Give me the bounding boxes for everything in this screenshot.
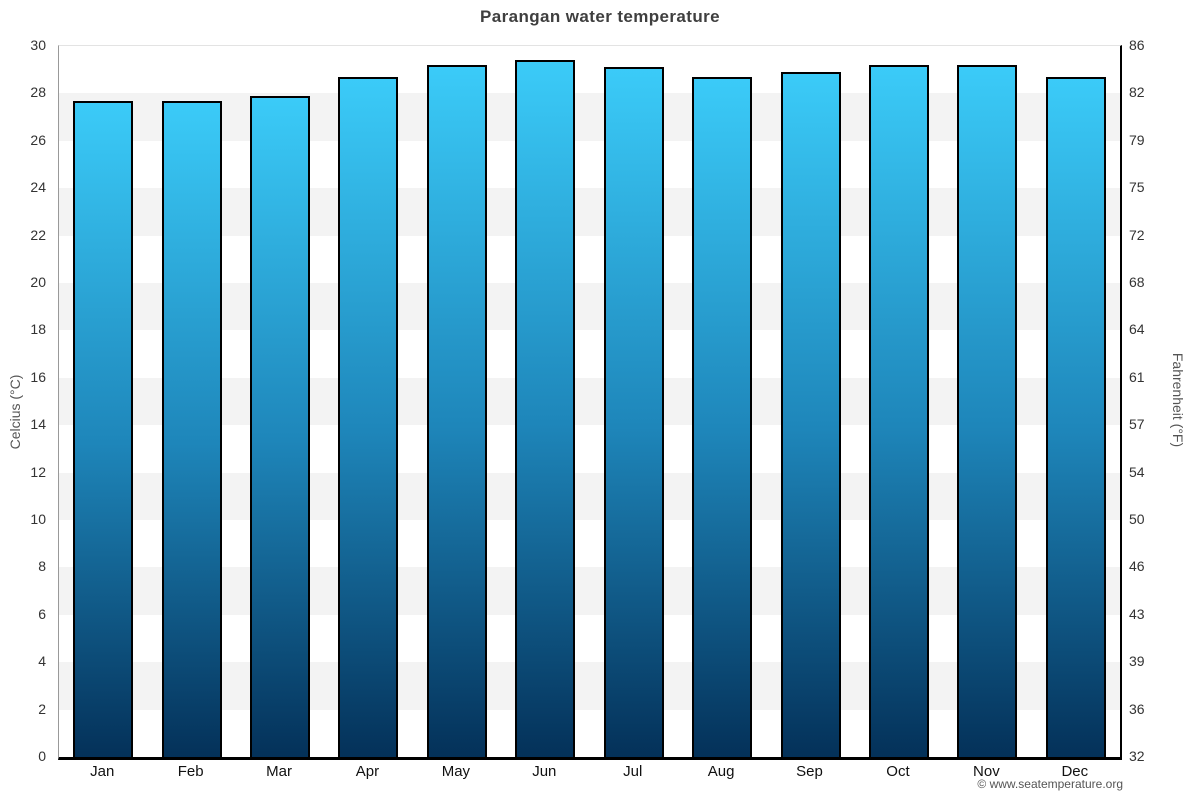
- temperature-bar-apr[interactable]: [338, 76, 399, 757]
- y-axis-tick-celsius: 22: [30, 226, 46, 243]
- y-axis-tick-fahrenheit: 57: [1129, 416, 1145, 433]
- temperature-bar-jan[interactable]: [73, 100, 134, 757]
- y-axis-tick-celsius: 14: [30, 416, 46, 433]
- y-axis-tick-fahrenheit: 50: [1129, 511, 1145, 527]
- y-axis-tick-celsius: 30: [30, 37, 46, 53]
- grid-band: [59, 377, 1120, 426]
- temperature-bar-oct[interactable]: [868, 64, 929, 757]
- y-axis-right-fahrenheit: 32 36 39 43 46 50 54 57 61 64 68 72 75 79 82 86: [1129, 37, 1189, 764]
- y-axis-tick-fahrenheit: 68: [1129, 274, 1145, 290]
- y-axis-left-celsius: 0 2 4 6 8 10 12 14 16 18 20 22 24 26 28 30: [0, 37, 46, 764]
- y-axis-tick-fahrenheit: 46: [1129, 558, 1145, 575]
- x-axis-label-may: May: [441, 763, 471, 780]
- x-axis-label-jan: Jan: [90, 763, 115, 780]
- grid-band: [59, 567, 1120, 615]
- grid-band: [59, 188, 1120, 236]
- x-axis-label-apr: Apr: [355, 763, 380, 780]
- x-axis-label-dec: Dec: [1061, 763, 1089, 780]
- temperature-bar-mar[interactable]: [250, 95, 311, 757]
- copyright-notice: © www.seatemperature.org: [977, 777, 1123, 791]
- y-axis-tick-celsius: 16: [30, 368, 46, 385]
- y-axis-tick-celsius: 6: [38, 605, 46, 622]
- y-axis-tick-celsius: 24: [30, 179, 46, 196]
- y-axis-tick-fahrenheit: 79: [1129, 131, 1145, 148]
- y-axis-tick-celsius: 8: [38, 558, 46, 575]
- y-axis-tick-celsius: 10: [30, 511, 46, 527]
- y-axis-tick-celsius: 26: [30, 131, 46, 148]
- y-axis-tick-fahrenheit: 86: [1129, 37, 1145, 53]
- y-axis-tick-celsius: 18: [30, 321, 46, 338]
- y-axis-tick-fahrenheit: 43: [1129, 605, 1145, 622]
- y-axis-title-fahrenheit: Fahrenheit (°F): [1170, 352, 1186, 448]
- temperature-bar-may[interactable]: [426, 64, 487, 757]
- x-axis-label-jun: Jun: [532, 763, 557, 780]
- grid-band: [59, 283, 1120, 331]
- y-axis-tick-fahrenheit: 54: [1129, 463, 1145, 480]
- grid-band: [59, 472, 1120, 520]
- x-axis-label-aug: Aug: [707, 763, 735, 780]
- y-axis-tick-fahrenheit: 61: [1129, 368, 1145, 385]
- temperature-bar-sep[interactable]: [780, 72, 841, 757]
- temperature-bar-feb[interactable]: [161, 100, 222, 757]
- x-axis-label-feb: Feb: [177, 763, 204, 780]
- x-axis-label-sep: Sep: [796, 763, 823, 780]
- x-axis-label-mar: Mar: [266, 763, 292, 780]
- y-axis-tick-celsius: 28: [30, 84, 46, 101]
- y-axis-tick-fahrenheit: 32: [1129, 748, 1145, 764]
- plot-area: [58, 45, 1122, 760]
- x-axis-label-jul: Jul: [623, 763, 643, 780]
- grid-band: [59, 93, 1120, 141]
- temperature-bar-aug[interactable]: [692, 76, 753, 757]
- temperature-bar-dec[interactable]: [1045, 76, 1106, 757]
- y-axis-tick-celsius: 0: [38, 748, 46, 764]
- temperature-bar-jul[interactable]: [603, 67, 664, 757]
- y-axis-tick-fahrenheit: 75: [1129, 179, 1145, 196]
- temperature-bar-nov[interactable]: [957, 64, 1018, 757]
- y-axis-tick-celsius: 20: [30, 274, 46, 290]
- y-axis-tick-fahrenheit: 64: [1129, 321, 1145, 338]
- chart-title: Parangan water temperature: [480, 7, 720, 26]
- temperature-bar-jun[interactable]: [515, 60, 576, 757]
- y-axis-tick-fahrenheit: 36: [1129, 700, 1145, 717]
- x-axis-label-nov: Nov: [973, 763, 1000, 780]
- y-axis-tick-fahrenheit: 39: [1129, 653, 1145, 670]
- x-axis-label-oct: Oct: [886, 763, 910, 780]
- y-axis-tick-fahrenheit: 82: [1129, 84, 1145, 101]
- grid-band: [59, 662, 1120, 710]
- y-axis-tick-celsius: 4: [38, 653, 46, 670]
- y-axis-tick-fahrenheit: 72: [1129, 226, 1145, 243]
- y-axis-tick-celsius: 12: [30, 463, 46, 480]
- y-axis-tick-celsius: 2: [38, 700, 46, 717]
- x-axis-months: Jan Feb Mar Apr May Jun Jul Aug Sep Oct Nov Dec: [58, 761, 1119, 787]
- y-axis-title-celsius: Celcius (°C): [7, 374, 23, 450]
